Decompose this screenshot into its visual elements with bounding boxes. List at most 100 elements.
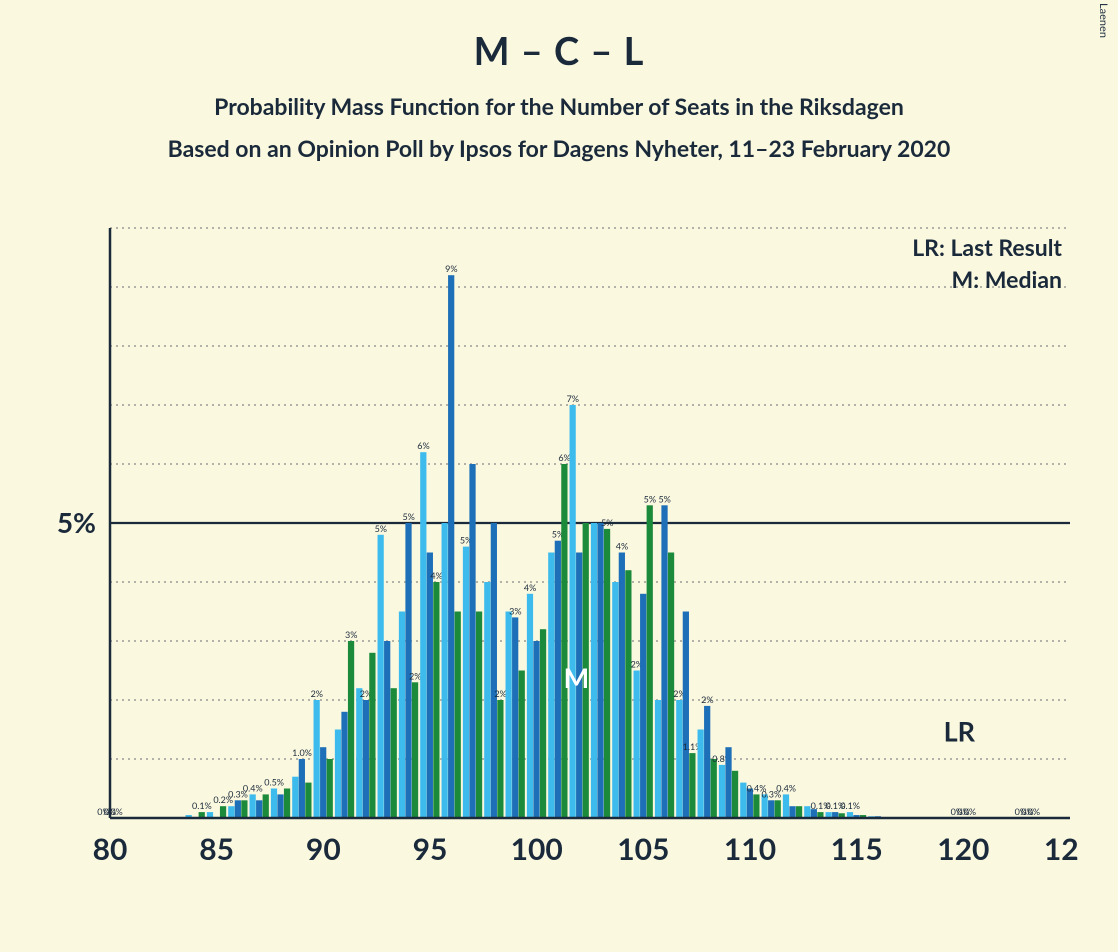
bar (228, 806, 234, 818)
bar (711, 759, 717, 818)
bar (391, 688, 397, 818)
bar (263, 794, 269, 818)
bar (284, 789, 290, 819)
bar (241, 800, 247, 818)
bar (732, 771, 738, 818)
bar (497, 700, 503, 818)
bar-value-label: 6% (417, 440, 429, 451)
bar (363, 700, 369, 818)
bar (689, 753, 695, 818)
x-tick-label: 110 (724, 831, 776, 867)
bar (277, 794, 283, 818)
bar (704, 706, 710, 818)
bar (647, 505, 653, 818)
bar (725, 747, 731, 818)
bar-value-label: 0.5% (264, 777, 284, 788)
x-tick-label: 95 (413, 831, 448, 867)
bar (591, 523, 597, 818)
bar (612, 582, 618, 818)
chart-title: M – C – L (0, 28, 1118, 74)
bar-value-label: 0.1% (840, 800, 860, 811)
bar (570, 405, 576, 818)
bar (533, 641, 539, 818)
bar (420, 452, 426, 818)
bar (540, 629, 546, 818)
bar (356, 688, 362, 818)
bar (314, 700, 320, 818)
bar (256, 800, 262, 818)
bar-value-label: 5% (601, 517, 613, 528)
x-tick-label: 120 (937, 831, 989, 867)
bar (519, 671, 525, 819)
bar-value-label: 1.0% (292, 747, 312, 758)
bar (369, 653, 375, 818)
bar (463, 547, 469, 818)
bar-value-label: 6% (558, 452, 570, 463)
bar (305, 783, 311, 818)
bar (220, 806, 226, 818)
copyright-text: © 2020 Filip van Laenen (1097, 0, 1110, 38)
bar (676, 700, 682, 818)
bar-value-label: 2% (494, 688, 506, 699)
bar-value-label: 0.4% (776, 782, 796, 793)
bar (427, 553, 433, 819)
bar-value-label: 2% (409, 670, 421, 681)
bar (491, 523, 497, 818)
chart-subtitle-2: Based on an Opinion Poll by Ipsos for Da… (0, 134, 1118, 162)
bar (433, 582, 439, 818)
bar-value-label: 0.1% (192, 800, 212, 811)
bar (655, 700, 661, 818)
bar (448, 275, 454, 818)
bar (783, 794, 789, 818)
bar (455, 612, 461, 819)
legend-m: M: Median (952, 265, 1062, 293)
bar (753, 794, 759, 818)
bar-value-label: 9% (445, 263, 457, 274)
lr-marker: LR (944, 714, 976, 747)
bar (271, 789, 277, 819)
bar (384, 641, 390, 818)
x-tick-label: 85 (199, 831, 234, 867)
bar (469, 464, 475, 818)
y-axis-label: 5% (57, 505, 96, 539)
bar (235, 800, 241, 818)
bar (661, 505, 667, 818)
bar (327, 759, 333, 818)
bar (506, 612, 512, 819)
bar (341, 712, 347, 818)
bar (804, 806, 810, 818)
bar (775, 800, 781, 818)
chart-svg: 0%0%0%0.1%0.2%0.3%0.4%0.5%1.0%2%3%2%5%5%… (40, 218, 1080, 878)
bar (789, 806, 795, 818)
bar (548, 553, 554, 819)
x-tick-label: 100 (511, 831, 563, 867)
bar (625, 570, 631, 818)
bar (768, 800, 774, 818)
bar (512, 617, 518, 818)
bar (378, 535, 384, 818)
bar-value-label: 3% (345, 629, 357, 640)
bar (597, 523, 603, 818)
bar (561, 464, 567, 818)
bar (292, 777, 298, 818)
bar (719, 765, 725, 818)
bar-value-label: 0% (110, 806, 122, 817)
bar (698, 730, 704, 819)
bar-value-label: 2% (311, 688, 323, 699)
chart-container: 0%0%0%0.1%0.2%0.3%0.4%0.5%1.0%2%3%2%5%5%… (40, 218, 1080, 878)
bar (476, 612, 482, 819)
x-tick-label: 115 (831, 831, 883, 867)
bar (619, 553, 625, 819)
bar (335, 730, 341, 819)
bar-value-label: 0.4% (243, 782, 263, 793)
bar-value-label: 2% (701, 694, 713, 705)
bar (320, 747, 326, 818)
bar (740, 783, 746, 818)
bar (604, 529, 610, 818)
bar (412, 682, 418, 818)
bar-value-label: 4% (430, 570, 442, 581)
bar (399, 612, 405, 819)
bar (668, 553, 674, 819)
x-tick-label: 90 (306, 831, 341, 867)
bar-value-label: 5% (402, 511, 414, 522)
